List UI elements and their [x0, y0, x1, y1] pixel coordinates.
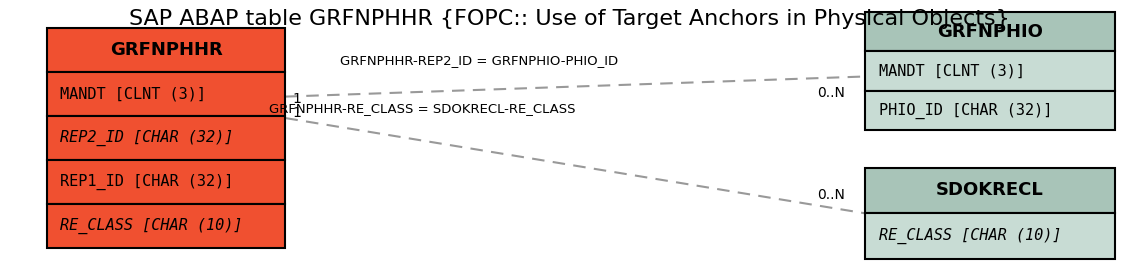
Text: GRFNPHIO: GRFNPHIO [937, 23, 1043, 41]
Text: GRFNPHHR: GRFNPHHR [109, 41, 222, 59]
Text: 1: 1 [293, 106, 301, 120]
Polygon shape [47, 204, 286, 248]
Text: 0..N: 0..N [817, 188, 845, 202]
Text: GRFNPHHR-REP2_ID = GRFNPHIO-PHIO_ID: GRFNPHHR-REP2_ID = GRFNPHIO-PHIO_ID [339, 54, 617, 67]
Polygon shape [47, 116, 286, 160]
Text: SDOKRECL: SDOKRECL [936, 182, 1043, 199]
Polygon shape [47, 28, 286, 72]
Text: PHIO_ID [CHAR (32)]: PHIO_ID [CHAR (32)] [878, 102, 1052, 119]
Polygon shape [47, 72, 286, 116]
Polygon shape [865, 12, 1115, 51]
Text: REP2_ID [CHAR (32)]: REP2_ID [CHAR (32)] [60, 130, 233, 146]
Text: RE_CLASS [CHAR (10)]: RE_CLASS [CHAR (10)] [878, 228, 1062, 244]
Polygon shape [47, 160, 286, 204]
Text: REP1_ID [CHAR (32)]: REP1_ID [CHAR (32)] [60, 174, 233, 190]
Text: SAP ABAP table GRFNPHHR {FOPC:: Use of Target Anchors in Physical Objects}: SAP ABAP table GRFNPHHR {FOPC:: Use of T… [129, 9, 1010, 30]
Polygon shape [865, 168, 1115, 213]
Text: RE_CLASS [CHAR (10)]: RE_CLASS [CHAR (10)] [60, 218, 243, 234]
Text: MANDT [CLNT (3)]: MANDT [CLNT (3)] [60, 87, 206, 102]
Text: 0..N: 0..N [817, 86, 845, 99]
Polygon shape [865, 91, 1115, 130]
Polygon shape [865, 51, 1115, 91]
Polygon shape [865, 213, 1115, 259]
Text: GRFNPHHR-RE_CLASS = SDOKRECL-RE_CLASS: GRFNPHHR-RE_CLASS = SDOKRECL-RE_CLASS [269, 102, 575, 115]
Text: 1: 1 [293, 92, 301, 106]
Text: MANDT [CLNT (3)]: MANDT [CLNT (3)] [878, 64, 1025, 79]
